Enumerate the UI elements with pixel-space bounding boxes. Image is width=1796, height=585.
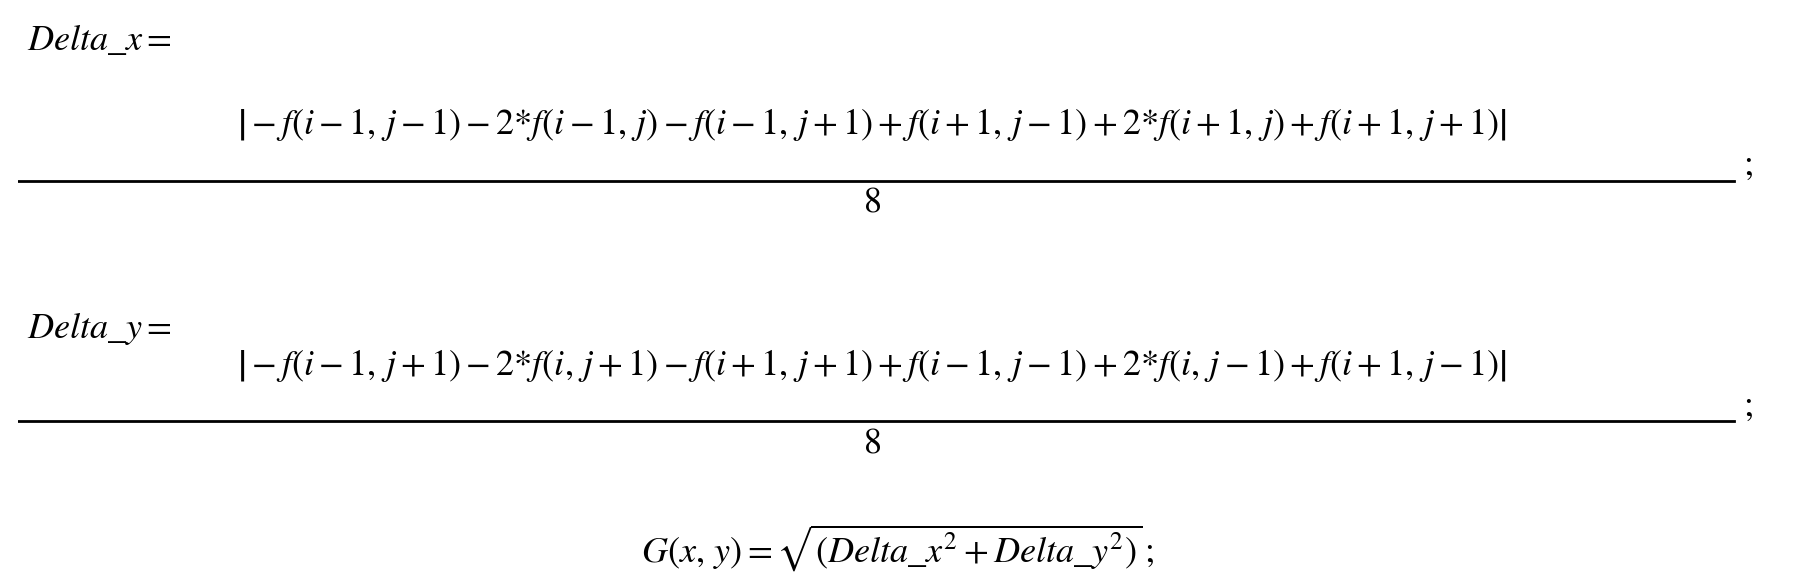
Text: $\left|-f(i-1,\,j+1)-2{*}f(i,\,j+1)-f(i+1,\,j+1)+f(i-1,\,j-1)+2{*}f(i,\,j-1)+f(i: $\left|-f(i-1,\,j+1)-2{*}f(i,\,j+1)-f(i+… (237, 347, 1507, 384)
Text: $G(x,\,y) = \sqrt{(\mathit{Delta\_x}^{2} + \mathit{Delta\_y}^{2})}\,;$: $G(x,\,y) = \sqrt{(\mathit{Delta\_x}^{2}… (641, 522, 1155, 573)
Text: $\left|-f(i-1,\,j-1)-2{*}f(i-1,\,j)-f(i-1,\,j+1)+f(i+1,\,j-1)+2{*}f(i+1,\,j)+f(i: $\left|-f(i-1,\,j-1)-2{*}f(i-1,\,j)-f(i-… (237, 106, 1507, 143)
Text: $8$: $8$ (862, 187, 880, 219)
Text: $;$: $;$ (1742, 150, 1753, 183)
Text: $;$: $;$ (1742, 391, 1753, 424)
Text: $\mathit{Delta\_y} =$: $\mathit{Delta\_y} =$ (27, 309, 172, 347)
Text: $\mathit{Delta\_x} =$: $\mathit{Delta\_x} =$ (27, 23, 172, 58)
Text: $8$: $8$ (862, 427, 880, 460)
